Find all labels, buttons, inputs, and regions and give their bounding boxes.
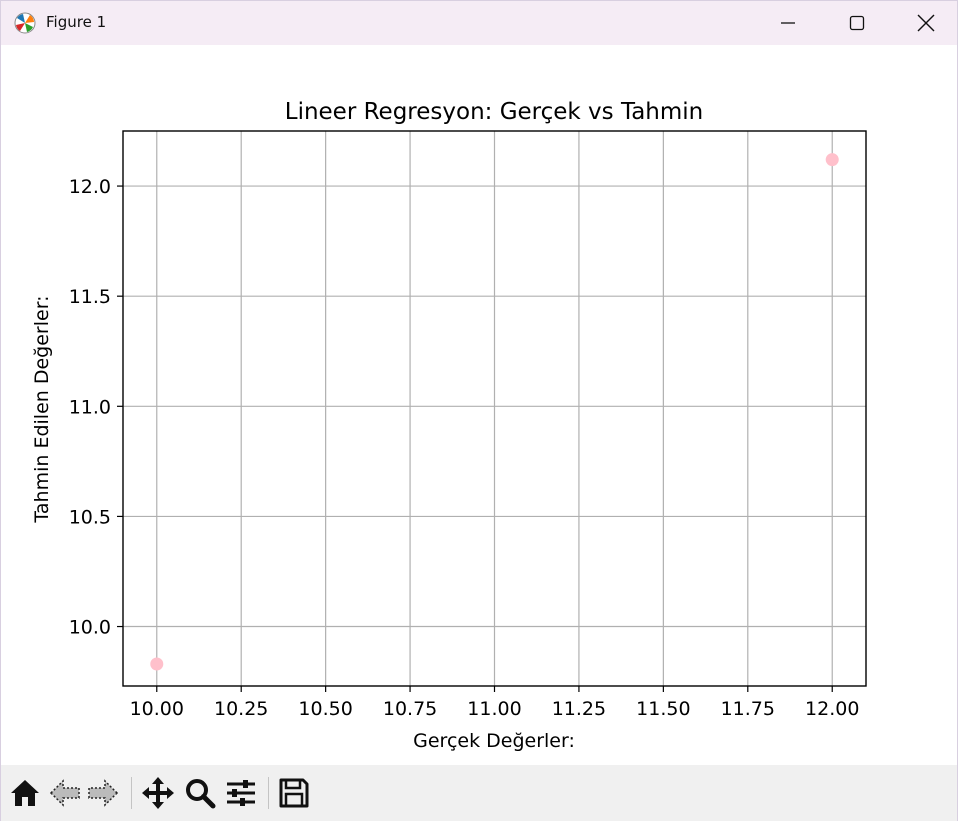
save-button[interactable]: [276, 775, 312, 811]
zoom-button[interactable]: [182, 775, 218, 811]
sliders-icon: [227, 780, 255, 806]
home-icon: [11, 780, 39, 806]
x-tick-label: 10.50: [298, 698, 352, 720]
y-axis-label: Tahmin Edilen Değerler:: [31, 295, 53, 523]
x-tick-label: 11.00: [467, 698, 521, 720]
toolbar-separator: [268, 777, 269, 809]
minimize-icon: [781, 22, 795, 24]
matplotlib-icon: [14, 12, 36, 34]
home-button[interactable]: [7, 775, 43, 811]
y-tick-label: 10.0: [69, 617, 111, 639]
x-tick-label: 11.50: [636, 698, 690, 720]
data-points: [150, 153, 839, 671]
y-tick-label: 10.5: [69, 506, 111, 528]
x-tick-label: 10.75: [383, 698, 437, 720]
x-axis-ticks: 10.00 10.25 10.50 10.75 11.00 11.25 11.50 11.75…: [130, 686, 859, 720]
data-point: [150, 657, 164, 671]
y-axis-ticks: 10.0 10.5 11.0 11.5 12.0: [69, 176, 123, 639]
x-axis-label: Gerçek Değerler:: [413, 730, 575, 752]
title-bar[interactable]: Figure 1: [1, 1, 957, 45]
data-point: [825, 153, 839, 167]
grid-lines: [123, 131, 866, 686]
forward-button[interactable]: [85, 775, 121, 811]
forward-arrow-icon: [88, 779, 119, 807]
pan-button[interactable]: [140, 775, 176, 811]
navigation-toolbar: [1, 765, 957, 821]
back-arrow-icon: [49, 779, 80, 807]
maximize-button[interactable]: [822, 1, 892, 45]
y-tick-label: 11.0: [69, 396, 111, 418]
window-title: Figure 1: [46, 13, 107, 31]
x-tick-label: 11.25: [552, 698, 606, 720]
y-tick-label: 11.5: [69, 286, 111, 308]
x-tick-label: 10.25: [214, 698, 268, 720]
close-button[interactable]: [891, 1, 958, 45]
y-tick-label: 12.0: [69, 176, 111, 198]
x-tick-label: 10.00: [130, 698, 184, 720]
back-button[interactable]: [47, 775, 83, 811]
toolbar-separator: [131, 777, 132, 809]
maximize-icon: [849, 15, 865, 31]
figure-canvas[interactable]: Lineer Regresyon: Gerçek vs Tahmin 10.00…: [1, 45, 957, 765]
move-icon: [142, 777, 174, 809]
chart-title: Lineer Regresyon: Gerçek vs Tahmin: [285, 99, 704, 125]
close-icon: [917, 14, 935, 32]
x-tick-label: 12.00: [805, 698, 859, 720]
minimize-button[interactable]: [753, 1, 823, 45]
magnifier-icon: [186, 779, 216, 809]
x-tick-label: 11.75: [721, 698, 775, 720]
floppy-disk-icon: [279, 778, 309, 808]
configure-subplots-button[interactable]: [223, 775, 259, 811]
scatter-plot: Lineer Regresyon: Gerçek vs Tahmin 10.00…: [31, 99, 867, 752]
